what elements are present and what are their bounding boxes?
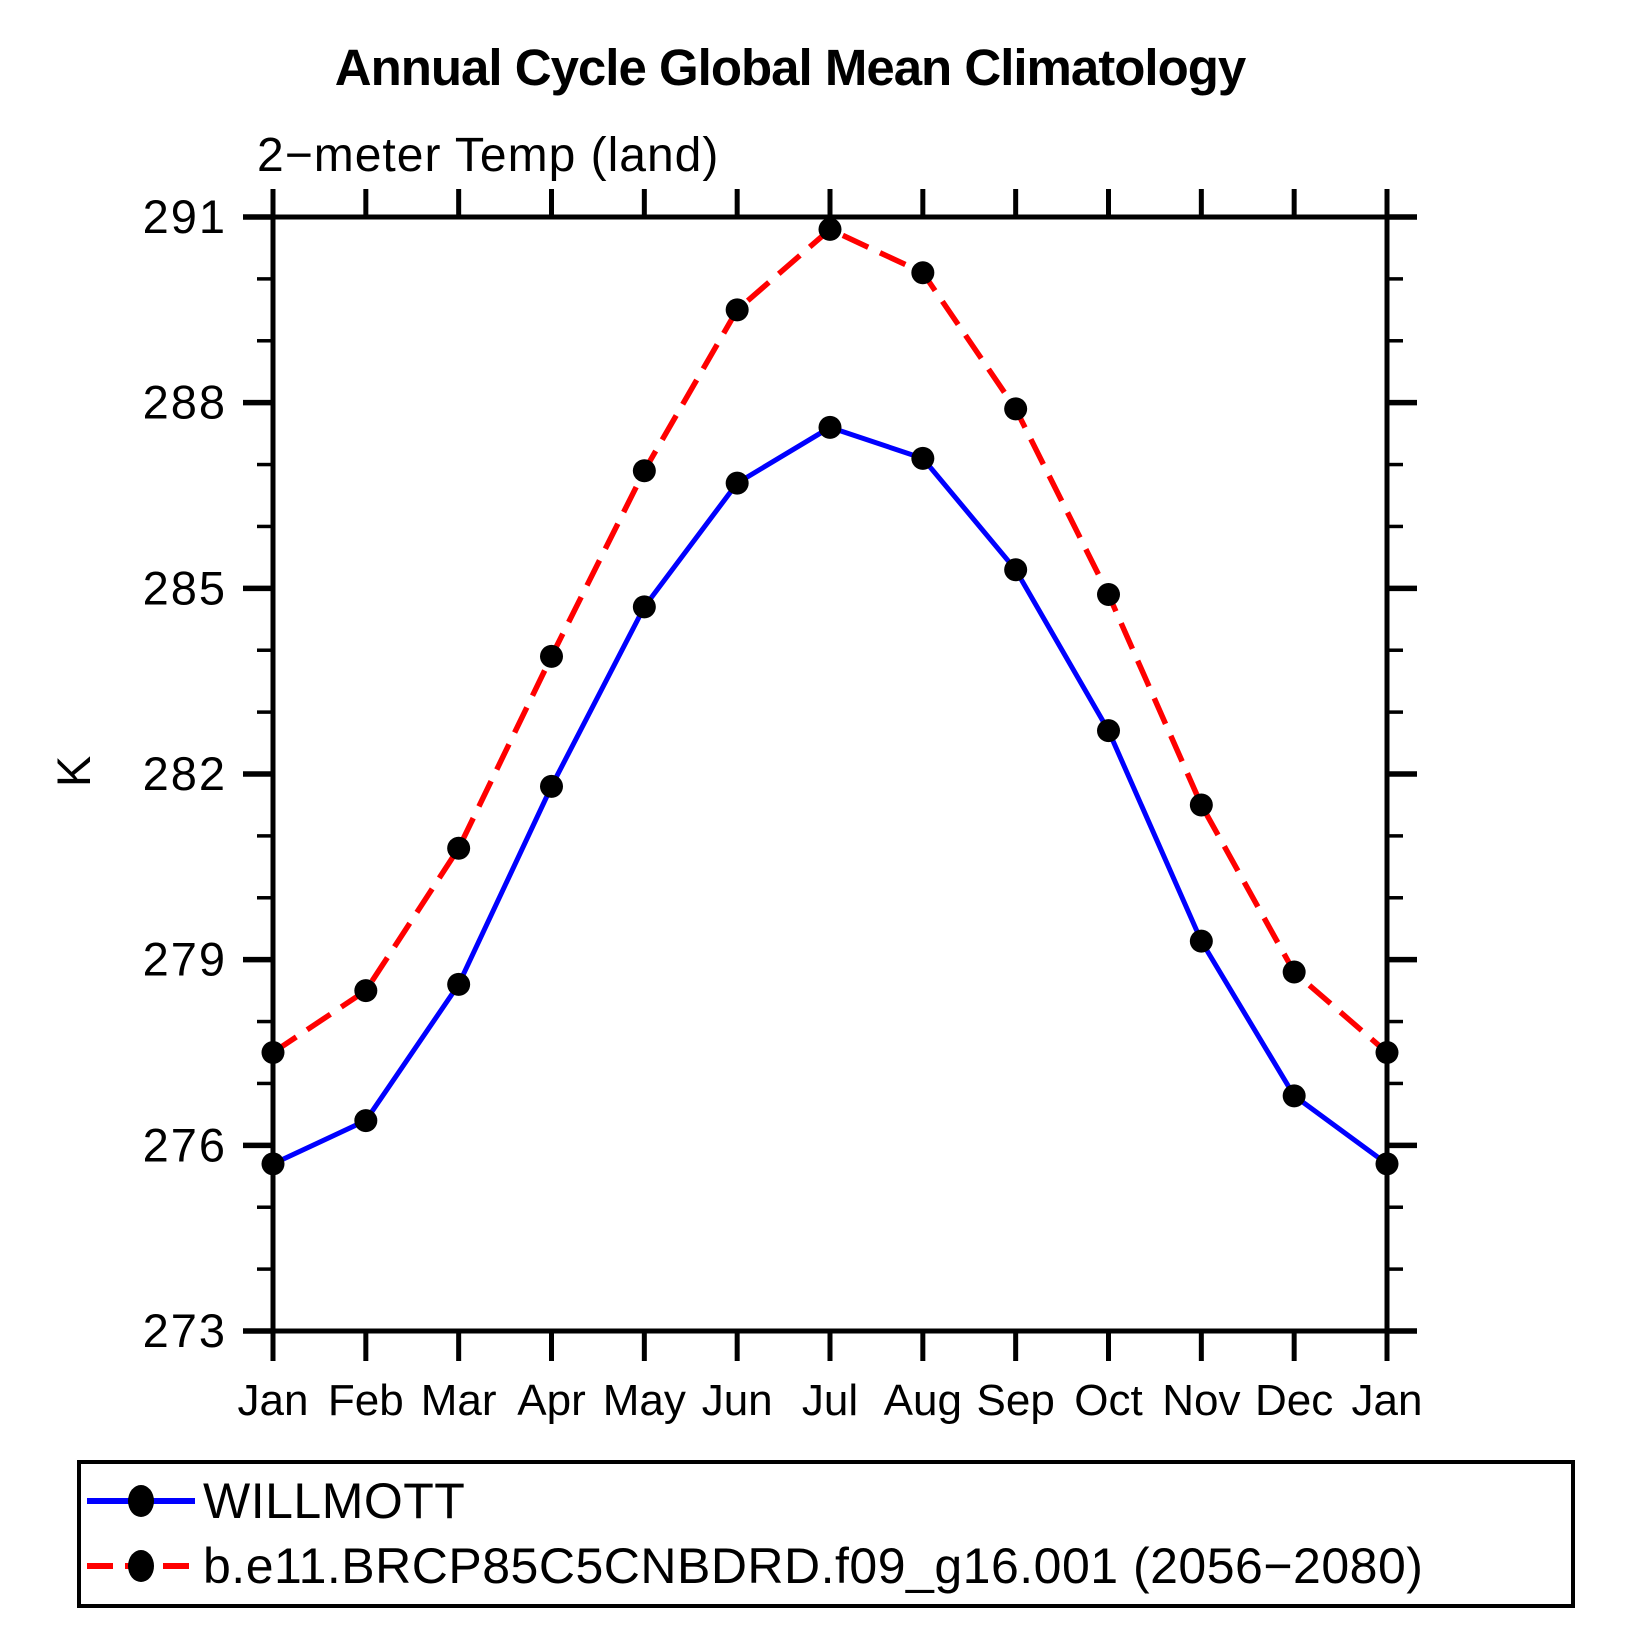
x-tick-label: May	[603, 1376, 686, 1425]
data-point-marker	[1375, 1152, 1399, 1176]
legend-entry-willmott: WILLMOTT	[83, 1470, 465, 1532]
data-point-marker	[1004, 397, 1028, 421]
data-point-marker	[911, 261, 935, 285]
series-line-solid	[271, 424, 1389, 1167]
data-point-marker	[818, 415, 842, 439]
data-point-marker	[1097, 583, 1120, 607]
x-tick-label: Jun	[702, 1376, 773, 1425]
data-point-marker	[540, 774, 563, 798]
data-point-marker	[818, 217, 842, 241]
data-point-marker	[261, 1152, 285, 1176]
data-point-marker	[1097, 719, 1120, 743]
x-tick-label: Aug	[884, 1376, 962, 1425]
data-point-marker	[1282, 1084, 1306, 1108]
data-point-marker	[447, 972, 471, 996]
x-tick-label: Jan	[1352, 1376, 1423, 1425]
series-line-dashed	[271, 226, 1389, 1055]
legend-entry-model: b.e11.BRCP85C5CNBDRD.f09_g16.001 (2056−2…	[83, 1535, 1423, 1597]
legend-box: WILLMOTT b.e11.BRCP85C5CNBDRD.f09_g16.00…	[77, 1460, 1575, 1608]
data-point-marker	[1282, 960, 1306, 984]
y-tick-label: 288	[143, 376, 227, 429]
data-point-marker	[261, 1041, 285, 1064]
data-point-marker	[632, 459, 656, 483]
x-tick-label: Sep	[977, 1376, 1055, 1425]
y-tick-label: 273	[143, 1304, 227, 1357]
chart-title: Annual Cycle Global Mean Climatology	[334, 39, 1247, 96]
x-tick-label: Oct	[1074, 1376, 1142, 1425]
data-point-marker	[1004, 558, 1028, 582]
legend-key-dashed-line	[87, 1550, 195, 1582]
y-tick-label: 285	[143, 561, 227, 614]
y-tick-label: 276	[143, 1118, 227, 1171]
data-point-marker	[725, 471, 749, 495]
data-point-marker	[1189, 929, 1213, 953]
x-tick-label: Jan	[238, 1376, 309, 1425]
data-point-marker	[1375, 1041, 1399, 1064]
x-tick-label: Dec	[1255, 1376, 1333, 1425]
y-tick-label: 291	[143, 190, 227, 243]
legend-label: WILLMOTT	[203, 1473, 466, 1529]
data-point-marker	[632, 595, 656, 619]
data-point-marker	[354, 979, 378, 1003]
data-point-marker	[911, 446, 935, 470]
y-tick-label: 279	[143, 933, 227, 986]
y-tick-label: 282	[143, 747, 227, 800]
plot-frame	[270, 214, 1390, 1334]
chart-subtitle: 2−meter Temp (land)	[257, 129, 720, 182]
x-tick-label: Apr	[517, 1376, 585, 1425]
data-point-marker	[447, 836, 471, 860]
data-point-marker	[725, 298, 749, 322]
data-point-marker	[540, 644, 563, 668]
x-tick-label: Feb	[328, 1376, 404, 1425]
legend-label: b.e11.BRCP85C5CNBDRD.f09_g16.001 (2056−2…	[203, 1538, 1424, 1594]
legend-key-marker	[128, 1485, 154, 1517]
x-tick-label: Mar	[421, 1376, 497, 1425]
data-point-marker	[354, 1109, 378, 1133]
legend-key-solid-line	[87, 1485, 195, 1517]
legend-key-marker	[128, 1550, 154, 1582]
x-tick-label: Jul	[802, 1376, 858, 1425]
data-point-marker	[1189, 793, 1213, 817]
x-tick-label: Nov	[1162, 1376, 1240, 1425]
